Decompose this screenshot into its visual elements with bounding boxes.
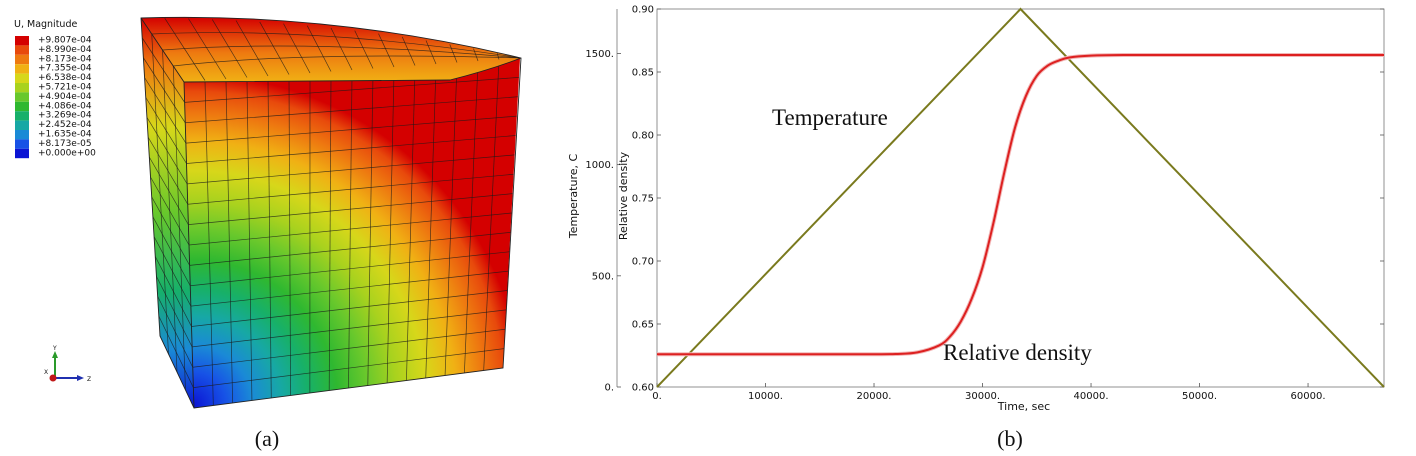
legend-swatch [15, 45, 29, 55]
temperature-annotation: Temperature [772, 105, 888, 130]
legend-value: +5.721e-04 [38, 83, 92, 93]
legend-swatch [15, 101, 29, 112]
y-right-tick-label: 0.90 [632, 5, 654, 16]
x-tick-label: 30000. [965, 391, 1000, 402]
legend-value: +8.990e-04 [38, 45, 92, 55]
y-right-tick-label: 0.85 [632, 68, 654, 79]
legend-swatch [15, 130, 29, 140]
legend-value: +0.000e+00 [38, 148, 96, 158]
triad-y-label: Y [52, 345, 57, 352]
legend-value: +2.452e-04 [38, 120, 92, 130]
legend-swatch [15, 36, 29, 46]
x-tick-label: 0. [652, 391, 662, 402]
legend-swatch [15, 111, 29, 121]
legend-value: +3.269e-04 [38, 111, 92, 121]
x-tick-label: 40000. [1074, 391, 1109, 402]
axis-triad: Y X Z [44, 345, 91, 383]
legend-value: +4.086e-04 [38, 101, 92, 111]
legend-swatch [15, 73, 29, 83]
triad-z-label: Z [87, 376, 91, 383]
x-tick-label: 60000. [1291, 391, 1326, 402]
plot-area [656, 8, 1385, 388]
legend-swatch [15, 64, 29, 74]
y-right-tick-label: 0.70 [632, 257, 654, 268]
legend-swatch [15, 148, 29, 159]
legend-value: +8.173e-05 [38, 139, 92, 149]
triad-x-label: X [44, 369, 48, 376]
density-line [656, 53, 1384, 356]
y-right-tick-label: 0.65 [632, 320, 654, 331]
temperature-line [656, 7, 1385, 388]
caption-a: (a) [255, 426, 279, 451]
mesh-cube [140, 16, 522, 409]
legend-swatch [15, 139, 29, 149]
legend-value: +4.904e-04 [38, 92, 92, 102]
density-line-halo [656, 52, 1384, 357]
y-left-tick-label: 500. [592, 271, 614, 282]
fe-contour-figure: U, Magnitude +9.807e-04+8.990e-04+8.173e… [14, 16, 522, 451]
y-left-tick-label: 1500. [585, 49, 614, 60]
cube-top-face [141, 17, 521, 82]
legend-value: +6.538e-04 [38, 73, 92, 83]
y-right-tick-label: 0.80 [632, 131, 654, 142]
y-right-tick-label: 0.75 [632, 194, 654, 205]
x-tick-label: 20000. [857, 391, 892, 402]
caption-b: (b) [997, 426, 1023, 451]
y-right-tick-label: 0.60 [632, 383, 654, 394]
legend-swatch [15, 92, 29, 102]
legend-value: +9.807e-04 [38, 36, 92, 46]
legend-swatch [15, 83, 29, 93]
y-left-tick-label: 1000. [585, 160, 614, 171]
legend-value: +7.355e-04 [38, 64, 92, 74]
cube-front-face [184, 58, 520, 408]
y-left-axis-label: Temperature, C [567, 154, 580, 240]
y-left-tick-label: 0. [604, 383, 614, 394]
legend-value: +8.173e-04 [38, 54, 92, 64]
legend-swatch [15, 54, 29, 65]
temperature-density-chart: 0. 10000. 20000. 30000. 40000. 50000. 60000. 0… [567, 5, 1385, 451]
density-annotation: Relative density [943, 340, 1092, 365]
legend-title: U, Magnitude [14, 19, 77, 30]
y-right-axis-label: Relative density [617, 151, 630, 240]
x-tick-label: 10000. [748, 391, 783, 402]
legend-value: +1.635e-04 [38, 130, 92, 140]
legend-swatch [15, 120, 29, 130]
x-axis-label: Time, sec [997, 400, 1050, 413]
x-tick-label: 50000. [1182, 391, 1217, 402]
